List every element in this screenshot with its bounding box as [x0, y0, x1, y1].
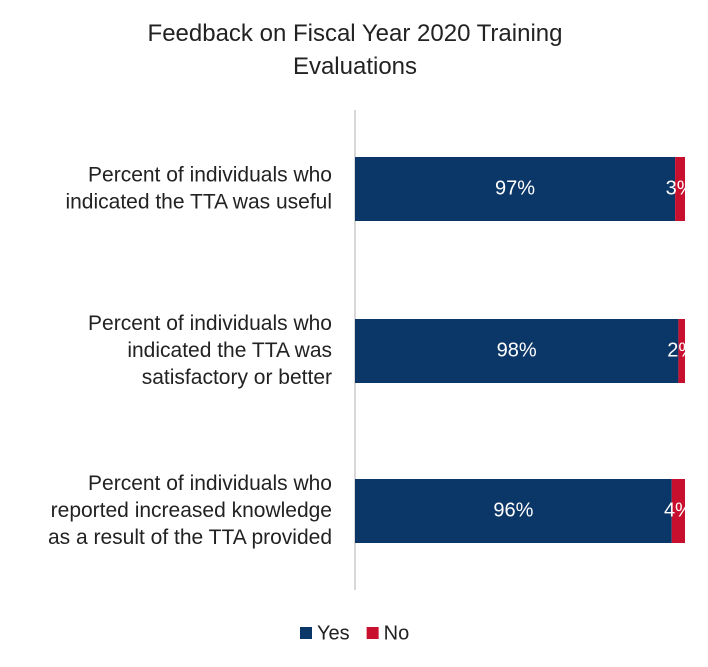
bar-segment [355, 479, 672, 543]
bar-segment [675, 157, 685, 221]
category-label: Percent of individuals who reported incre… [48, 472, 332, 549]
data-label: 96% [493, 499, 533, 521]
data-label: 98% [497, 339, 537, 361]
legend-label: No [384, 622, 410, 644]
data-label: 97% [495, 177, 535, 199]
chart-title: Feedback on Fiscal Year 2020 Training Eva… [148, 20, 563, 80]
legend-label: Yes [317, 622, 350, 644]
data-label: 2% [667, 339, 696, 361]
bar-segment [671, 479, 685, 543]
bar-segment [355, 157, 676, 221]
bar-segment [355, 319, 679, 383]
legend-swatch [366, 627, 379, 639]
category-label: Percent of individuals who indicated the … [88, 312, 332, 389]
legend-swatch [300, 627, 312, 639]
data-label: 4% [664, 499, 693, 521]
category-label: Percent of individuals who indicated the … [65, 163, 332, 213]
bar-segment [678, 319, 685, 383]
data-label: 3% [666, 177, 695, 199]
